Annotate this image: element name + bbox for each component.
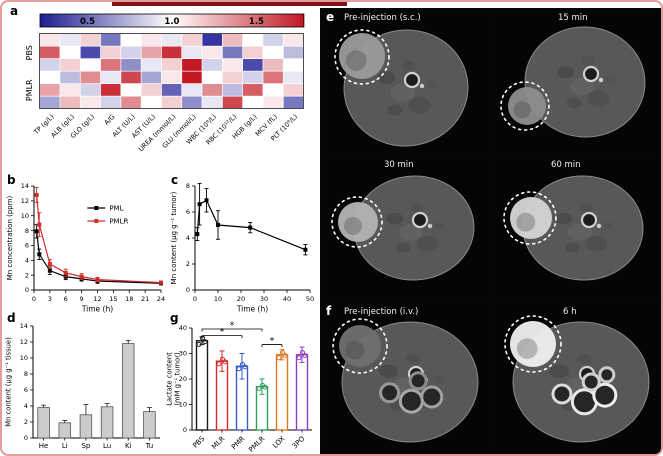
svg-text:10: 10 bbox=[214, 295, 222, 303]
svg-text:8: 8 bbox=[186, 182, 190, 190]
svg-text:Ki: Ki bbox=[125, 442, 132, 450]
mri-caption-e-preinjection: Pre-injection (s.c.) bbox=[344, 13, 421, 23]
svg-text:PMLR: PMLR bbox=[247, 435, 266, 454]
mri-image-e-preinjection-sc bbox=[322, 10, 490, 156]
svg-text:PML: PML bbox=[109, 205, 123, 213]
svg-text:21: 21 bbox=[141, 295, 149, 303]
svg-text:4: 4 bbox=[25, 256, 29, 264]
svg-text:0: 0 bbox=[32, 295, 36, 303]
svg-text:6: 6 bbox=[25, 242, 29, 250]
svg-text:0: 0 bbox=[25, 286, 29, 294]
svg-text:3: 3 bbox=[48, 295, 52, 303]
panel-d-label: d bbox=[7, 311, 16, 325]
svg-text:PMR: PMR bbox=[230, 435, 246, 451]
svg-text:10: 10 bbox=[21, 212, 29, 220]
svg-text:40: 40 bbox=[179, 324, 187, 332]
mri-image-f-6h bbox=[491, 304, 659, 452]
svg-text:0: 0 bbox=[183, 426, 187, 434]
svg-text:Sp: Sp bbox=[81, 442, 90, 450]
svg-text:MLR: MLR bbox=[210, 435, 226, 451]
svg-text:Mn content (μg g⁻¹ tumor): Mn content (μg g⁻¹ tumor) bbox=[170, 191, 178, 284]
svg-text:20: 20 bbox=[237, 295, 245, 303]
svg-text:*: * bbox=[220, 328, 225, 338]
svg-text:8: 8 bbox=[25, 227, 29, 235]
svg-text:2: 2 bbox=[186, 260, 190, 268]
svg-text:PBS: PBS bbox=[191, 434, 206, 449]
svg-text:1.5: 1.5 bbox=[249, 17, 264, 27]
mri-image-e-60min bbox=[491, 158, 659, 300]
svg-text:15: 15 bbox=[109, 295, 117, 303]
svg-text:*: * bbox=[230, 321, 235, 331]
mri-caption-e-30min: 30 min bbox=[384, 160, 414, 170]
svg-text:Time (h): Time (h) bbox=[81, 305, 113, 314]
svg-text:1.0: 1.0 bbox=[164, 17, 179, 27]
svg-text:Li: Li bbox=[62, 442, 68, 450]
svg-text:10: 10 bbox=[20, 354, 28, 362]
svg-text:12: 12 bbox=[21, 197, 29, 205]
svg-text:30: 30 bbox=[179, 350, 187, 358]
svg-text:2: 2 bbox=[24, 418, 28, 426]
svg-text:14: 14 bbox=[21, 182, 29, 190]
svg-text:2: 2 bbox=[25, 271, 29, 279]
svg-text:4: 4 bbox=[186, 234, 190, 242]
svg-text:*: * bbox=[270, 337, 275, 347]
svg-text:PMLR: PMLR bbox=[109, 218, 128, 226]
svg-text:50: 50 bbox=[306, 295, 314, 303]
svg-text:PMLR: PMLR bbox=[25, 79, 34, 101]
mri-image-e-15min bbox=[491, 10, 659, 156]
svg-text:6: 6 bbox=[64, 295, 68, 303]
svg-text:9: 9 bbox=[80, 295, 84, 303]
svg-text:0: 0 bbox=[186, 286, 190, 294]
svg-text:Mn concentration (ppm): Mn concentration (ppm) bbox=[6, 195, 14, 280]
svg-text:4: 4 bbox=[24, 402, 28, 410]
svg-text:6: 6 bbox=[24, 386, 28, 394]
top-accent-line bbox=[112, 2, 347, 6]
panel-c-label: c bbox=[171, 173, 179, 187]
mri-caption-f-6h: 6 h bbox=[563, 307, 577, 317]
svg-text:8: 8 bbox=[24, 370, 28, 378]
mri-caption-f-preinjection: Pre-injection (i.v.) bbox=[344, 307, 419, 317]
svg-text:14: 14 bbox=[20, 322, 28, 330]
svg-text:0: 0 bbox=[193, 295, 197, 303]
svg-text:(mM g⁻¹ tumor): (mM g⁻¹ tumor) bbox=[174, 352, 182, 406]
panel-d-bar-chart: 0 2 4 6 8 10 12 14 Mn content (μg g⁻¹ tissue) He L… bbox=[5, 322, 160, 450]
svg-text:30: 30 bbox=[260, 295, 268, 303]
panel-g-bar-chart: 0 10 20 30 40 Lactate content (mM g⁻¹ tumor) PB… bbox=[166, 321, 312, 454]
svg-text:12: 12 bbox=[93, 295, 101, 303]
svg-text:3PO: 3PO bbox=[291, 434, 307, 450]
svg-text:20: 20 bbox=[179, 375, 187, 383]
panel-c-line-chart: 0 10 20 30 40 50 0 2 4 6 8 Time (h) Mn content (μg g… bbox=[170, 182, 314, 314]
svg-text:40: 40 bbox=[283, 295, 291, 303]
svg-text:0.5: 0.5 bbox=[80, 17, 95, 27]
svg-text:0: 0 bbox=[24, 434, 28, 442]
svg-text:Time (h): Time (h) bbox=[236, 305, 268, 314]
svg-text:LOX: LOX bbox=[271, 435, 286, 450]
svg-text:18: 18 bbox=[125, 295, 133, 303]
svg-text:Tu: Tu bbox=[145, 442, 154, 450]
svg-text:12: 12 bbox=[20, 338, 28, 346]
mri-caption-e-60min: 60 min bbox=[551, 160, 581, 170]
svg-text:PBS: PBS bbox=[25, 45, 34, 60]
panel-b-label: b bbox=[7, 173, 16, 187]
svg-text:Lu: Lu bbox=[103, 442, 111, 450]
panel-e-label: e bbox=[326, 10, 335, 24]
panel-f-label: f bbox=[326, 304, 332, 318]
svg-text:10: 10 bbox=[179, 401, 187, 409]
panel-a-label: a bbox=[10, 4, 19, 18]
mri-caption-e-15min: 15 min bbox=[558, 13, 588, 23]
svg-text:Mn content (μg g⁻¹ tissue): Mn content (μg g⁻¹ tissue) bbox=[5, 337, 13, 427]
svg-text:Lactate content: Lactate content bbox=[166, 352, 174, 406]
panel-g-label: g bbox=[170, 311, 179, 325]
svg-text:24: 24 bbox=[157, 295, 165, 303]
mri-image-f-preinjection-iv bbox=[322, 304, 490, 452]
svg-text:A/G: A/G bbox=[103, 113, 117, 127]
mri-image-e-30min bbox=[322, 158, 490, 300]
svg-text:He: He bbox=[39, 442, 49, 450]
svg-text:6: 6 bbox=[186, 208, 190, 216]
